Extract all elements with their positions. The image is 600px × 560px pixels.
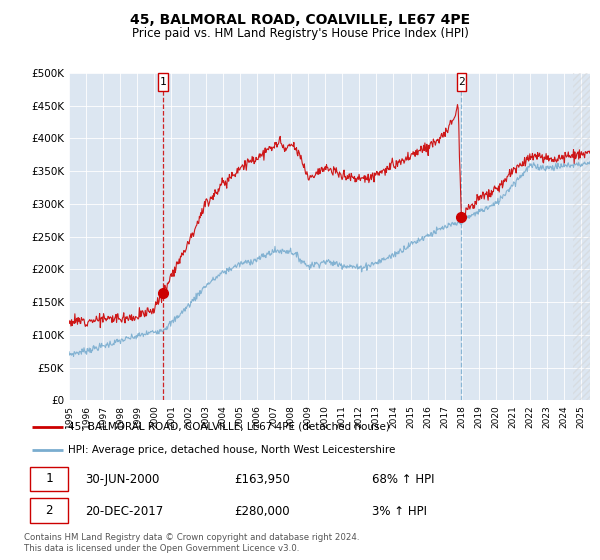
Text: 1: 1 bbox=[160, 77, 166, 87]
FancyBboxPatch shape bbox=[29, 498, 68, 523]
Text: 20-DEC-2017: 20-DEC-2017 bbox=[85, 505, 163, 517]
Text: £280,000: £280,000 bbox=[234, 505, 289, 517]
Text: 2: 2 bbox=[45, 504, 53, 517]
FancyBboxPatch shape bbox=[158, 73, 167, 91]
Text: 2: 2 bbox=[458, 77, 464, 87]
Text: 45, BALMORAL ROAD, COALVILLE, LE67 4PE (detached house): 45, BALMORAL ROAD, COALVILLE, LE67 4PE (… bbox=[68, 422, 390, 432]
Text: £163,950: £163,950 bbox=[234, 473, 290, 486]
FancyBboxPatch shape bbox=[457, 73, 466, 91]
Text: 3% ↑ HPI: 3% ↑ HPI bbox=[372, 505, 427, 517]
Bar bbox=[573, 73, 598, 400]
Text: Contains HM Land Registry data © Crown copyright and database right 2024.
This d: Contains HM Land Registry data © Crown c… bbox=[24, 533, 359, 553]
Text: HPI: Average price, detached house, North West Leicestershire: HPI: Average price, detached house, Nort… bbox=[68, 445, 395, 455]
Text: 68% ↑ HPI: 68% ↑ HPI bbox=[372, 473, 434, 486]
Text: 1: 1 bbox=[45, 473, 53, 486]
Text: Price paid vs. HM Land Registry's House Price Index (HPI): Price paid vs. HM Land Registry's House … bbox=[131, 27, 469, 40]
Text: 45, BALMORAL ROAD, COALVILLE, LE67 4PE: 45, BALMORAL ROAD, COALVILLE, LE67 4PE bbox=[130, 13, 470, 27]
FancyBboxPatch shape bbox=[29, 466, 68, 491]
Text: 30-JUN-2000: 30-JUN-2000 bbox=[85, 473, 159, 486]
